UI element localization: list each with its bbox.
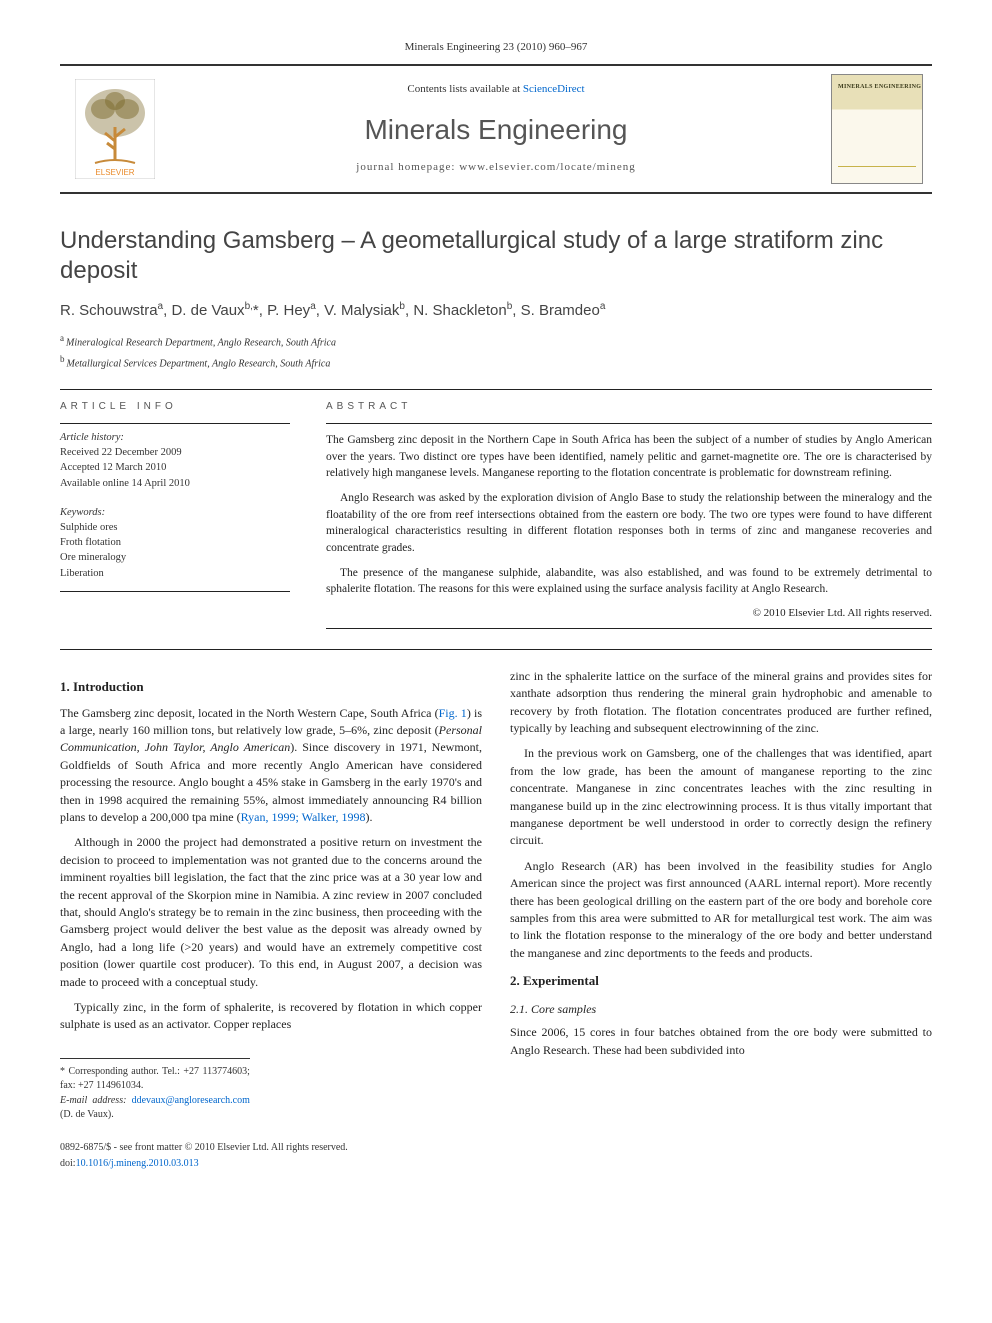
info-rule — [60, 591, 290, 592]
contents-available-line: Contents lists available at ScienceDirec… — [407, 82, 584, 98]
author: D. de Vauxb,* — [171, 302, 258, 319]
article-title: Understanding Gamsberg – A geometallurgi… — [60, 226, 932, 286]
body-para: Since 2006, 15 cores in four batches obt… — [510, 1024, 932, 1059]
author: S. Bramdeoa — [521, 302, 606, 319]
author: R. Schouwstraa — [60, 302, 163, 319]
history-line: Available online 14 April 2010 — [60, 476, 290, 491]
history-head: Article history: — [60, 430, 290, 445]
section-heading-experimental: 2. Experimental — [510, 972, 932, 991]
body-top-rule — [60, 649, 932, 650]
section-rule — [60, 389, 932, 390]
section-heading-intro: 1. Introduction — [60, 678, 482, 697]
keyword: Liberation — [60, 566, 290, 581]
author-list: R. Schouwstraa, D. de Vauxb,*, P. Heya, … — [60, 300, 932, 322]
affiliation: aMineralogical Research Department, Angl… — [60, 332, 932, 351]
abstract-label: ABSTRACT — [326, 400, 932, 415]
contents-prefix: Contents lists available at — [407, 83, 522, 95]
cover-title: MINERALS ENGINEERING — [838, 83, 921, 92]
running-head: Minerals Engineering 23 (2010) 960–967 — [60, 40, 932, 56]
citation-link[interactable]: Ryan, 1999; Walker, 1998 — [241, 810, 366, 824]
keywords-head: Keywords: — [60, 505, 290, 520]
author: N. Shackletonb — [413, 302, 512, 319]
subsection-heading-core-samples: 2.1. Core samples — [510, 1001, 932, 1018]
journal-cover-thumbnail: MINERALS ENGINEERING — [831, 74, 923, 184]
abstract-para: The presence of the manganese sulphide, … — [326, 565, 932, 598]
body-para: Anglo Research (AR) has been involved in… — [510, 858, 932, 962]
keyword: Ore mineralogy — [60, 550, 290, 565]
figure-ref-link[interactable]: Fig. 1 — [439, 706, 467, 720]
doi-line: doi:10.1016/j.mineng.2010.03.013 — [60, 1157, 932, 1172]
footnote-text: Corresponding author. Tel.: +27 11377460… — [60, 1066, 250, 1092]
body-para: In the previous work on Gamsberg, one of… — [510, 745, 932, 849]
footnote-email-suffix: (D. de Vaux). — [60, 1109, 114, 1120]
abstract-para: Anglo Research was asked by the explorat… — [326, 490, 932, 557]
svg-text:ELSEVIER: ELSEVIER — [95, 168, 134, 177]
elsevier-tree-icon: ELSEVIER — [75, 79, 155, 179]
info-rule — [60, 423, 290, 424]
author: P. Heya — [267, 302, 316, 319]
footnote-email-label: E-mail address: — [60, 1095, 126, 1106]
journal-homepage-line: journal homepage: www.elsevier.com/locat… — [356, 160, 635, 176]
footnote-star: * — [60, 1066, 65, 1077]
article-info-column: ARTICLE INFO Article history: Received 2… — [60, 400, 290, 628]
abstract-rule — [326, 628, 932, 629]
cover-rule — [838, 166, 916, 167]
publisher-logo-cell: ELSEVIER — [60, 66, 170, 192]
article-footer-meta: 0892-6875/$ - see front matter © 2010 El… — [60, 1141, 932, 1172]
corresponding-author-footnote: * Corresponding author. Tel.: +27 113774… — [60, 1058, 250, 1123]
keyword: Sulphide ores — [60, 520, 290, 535]
abstract-para: The Gamsberg zinc deposit in the Norther… — [326, 432, 932, 482]
history-line: Received 22 December 2009 — [60, 445, 290, 460]
body-two-column: 1. Introduction The Gamsberg zinc deposi… — [60, 668, 932, 1123]
affiliation-list: aMineralogical Research Department, Angl… — [60, 332, 932, 372]
body-para: The Gamsberg zinc deposit, located in th… — [60, 705, 482, 827]
cover-thumb-cell: MINERALS ENGINEERING — [822, 66, 932, 192]
body-para: Although in 2000 the project had demonst… — [60, 834, 482, 991]
keyword: Froth flotation — [60, 535, 290, 550]
journal-name: Minerals Engineering — [364, 110, 627, 151]
affiliation: bMetallurgical Services Department, Angl… — [60, 353, 932, 372]
doi-link[interactable]: 10.1016/j.mineng.2010.03.013 — [76, 1158, 199, 1169]
abstract-column: ABSTRACT The Gamsberg zinc deposit in th… — [326, 400, 932, 628]
issn-line: 0892-6875/$ - see front matter © 2010 El… — [60, 1141, 932, 1156]
body-para: zinc in the sphalerite lattice on the su… — [510, 668, 932, 738]
journal-band: ELSEVIER Contents lists available at Sci… — [60, 64, 932, 194]
abstract-copyright: © 2010 Elsevier Ltd. All rights reserved… — [326, 606, 932, 622]
article-info-label: ARTICLE INFO — [60, 400, 290, 415]
sciencedirect-link[interactable]: ScienceDirect — [523, 83, 585, 95]
history-line: Accepted 12 March 2010 — [60, 460, 290, 475]
corresponding-email-link[interactable]: ddevaux@angloresearch.com — [132, 1095, 250, 1106]
author: V. Malysiakb — [324, 302, 405, 319]
body-para: Typically zinc, in the form of sphalerit… — [60, 999, 482, 1034]
